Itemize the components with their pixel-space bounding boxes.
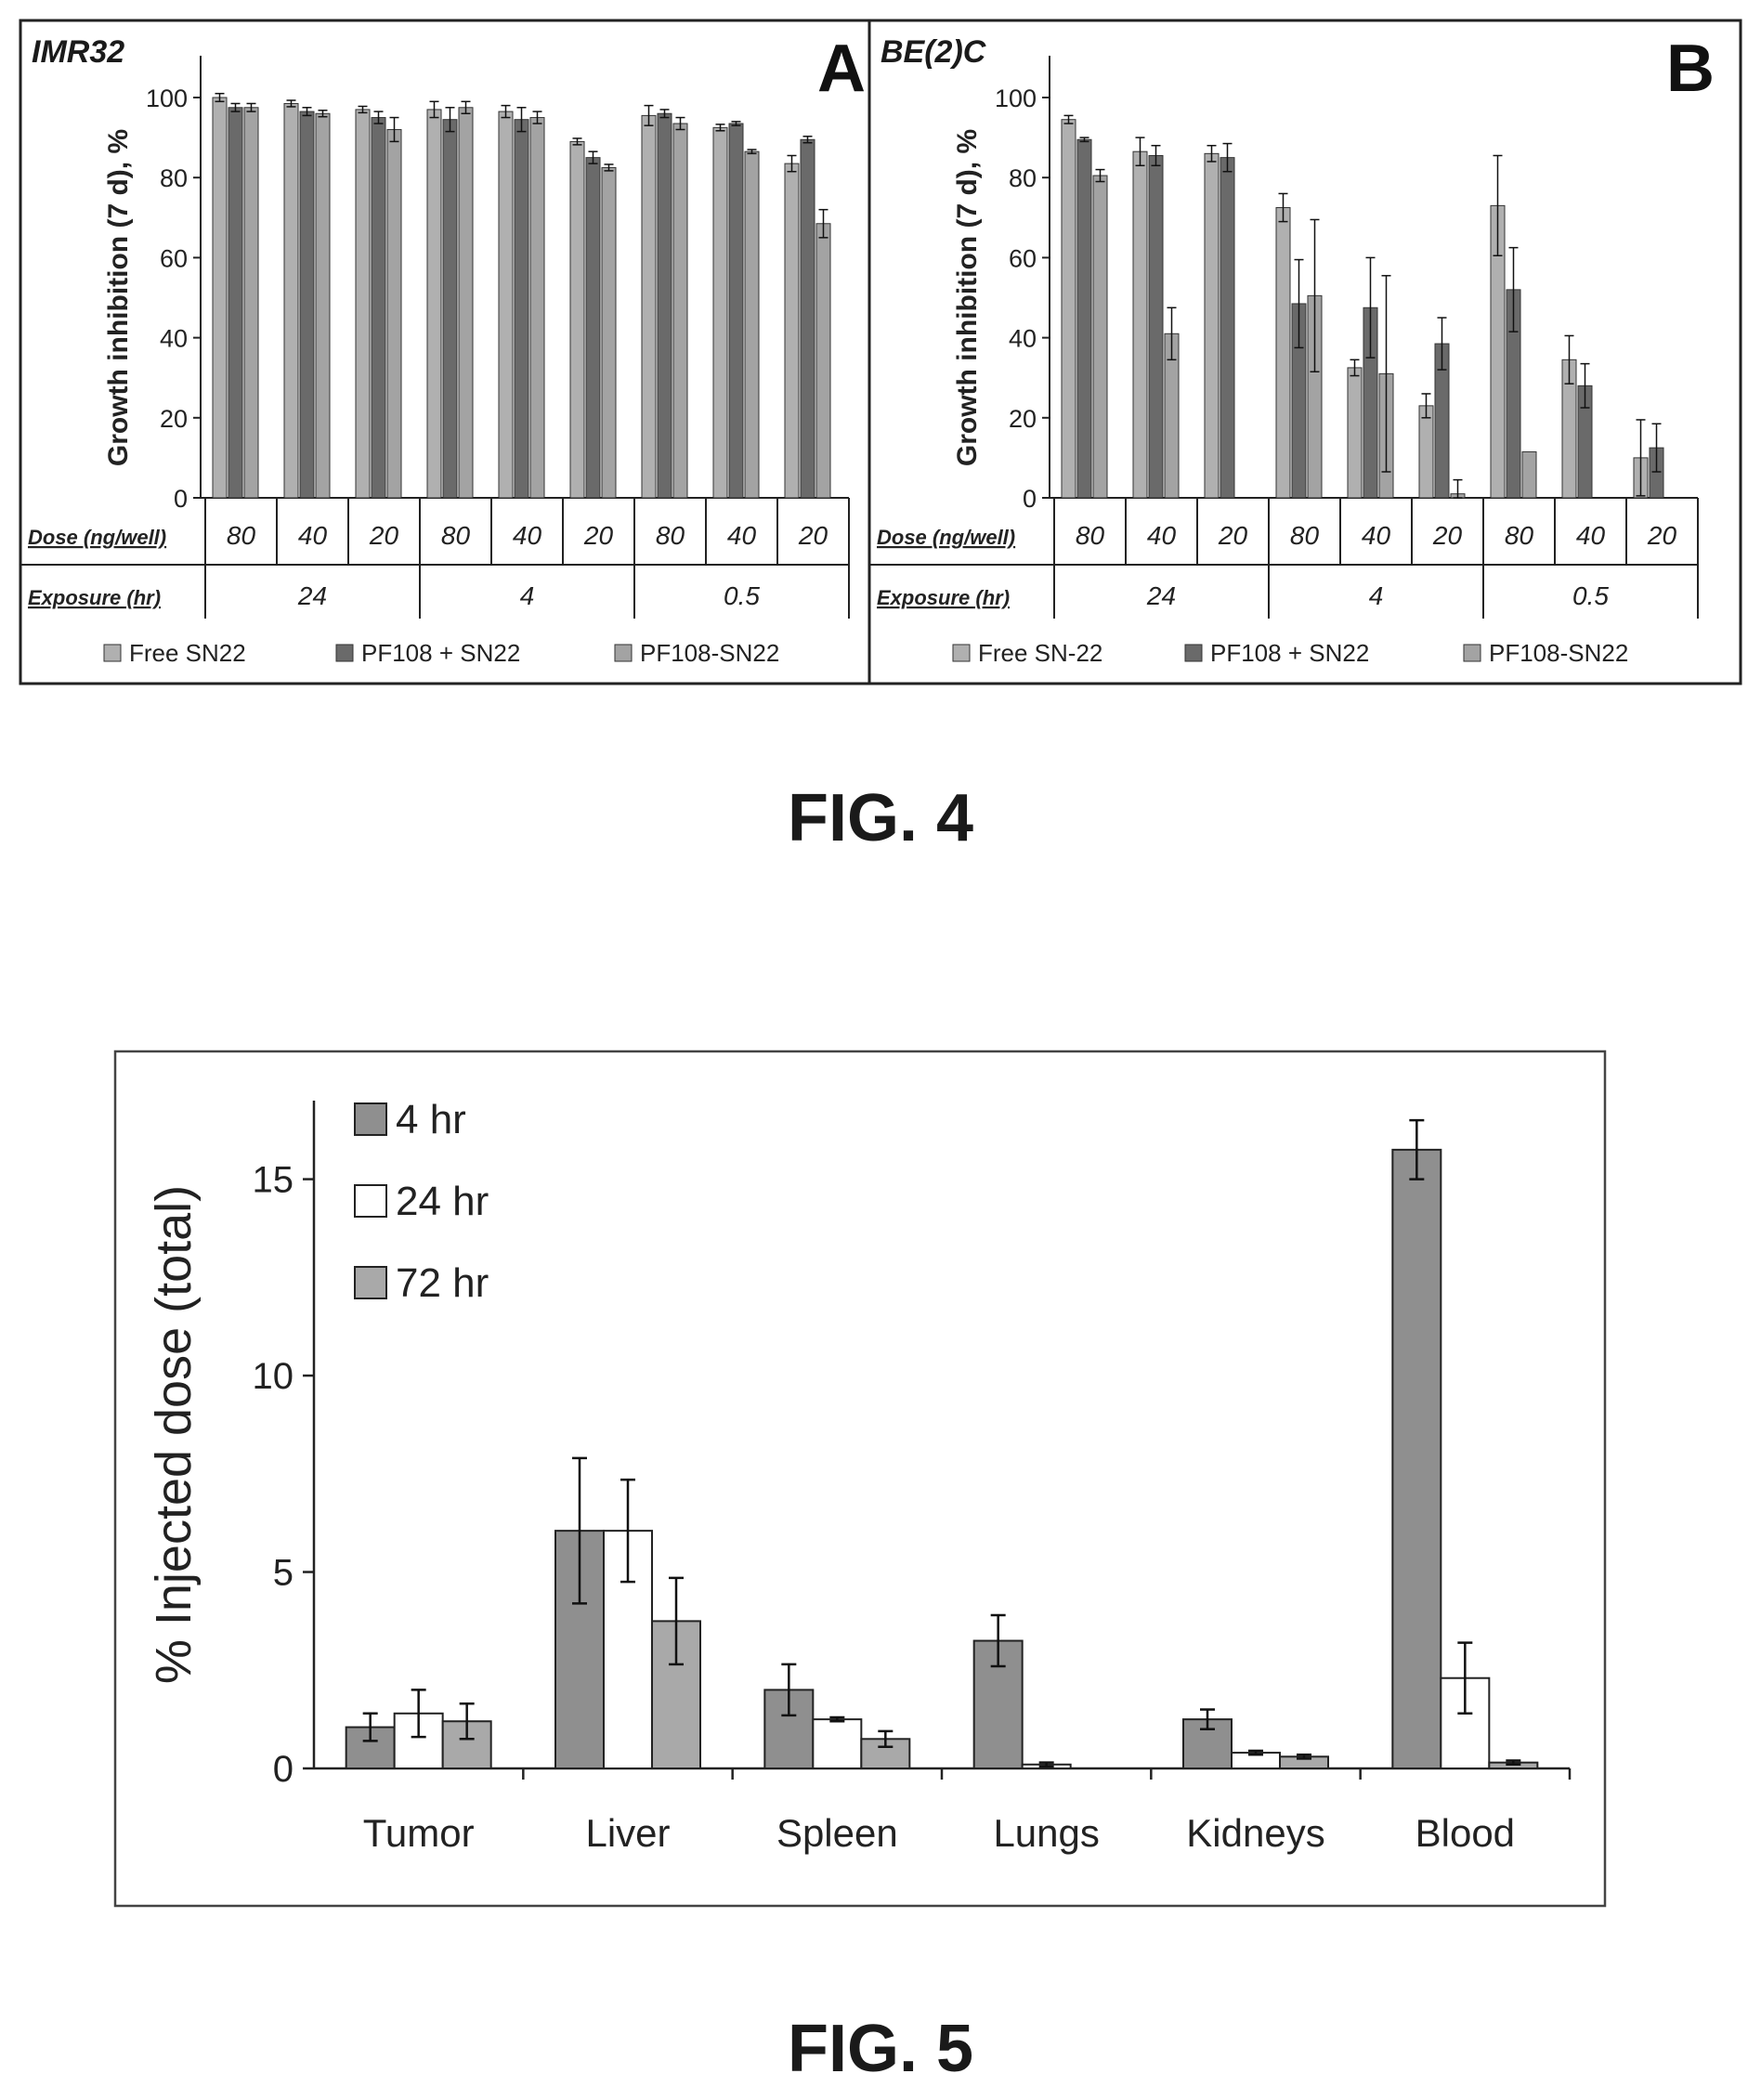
exposure-label: 4: [1369, 581, 1384, 610]
legend-swatch: [335, 644, 354, 662]
y-tick-label: 80: [1009, 164, 1037, 192]
y-tick-label: 80: [160, 164, 188, 192]
x-tick-label: Spleen: [776, 1811, 898, 1855]
figure-5-caption: FIG. 5: [787, 2012, 974, 2086]
legend-entry: Free SN-22: [978, 639, 1102, 667]
dose-label: 20: [1647, 521, 1677, 550]
y-axis-label: % Injected dose (total): [146, 1185, 202, 1684]
figure-4-caption: FIG. 4: [787, 781, 974, 855]
legend-swatch: [1463, 644, 1481, 662]
x-tick-label: Lungs: [993, 1811, 1099, 1855]
y-tick-label: 15: [253, 1160, 294, 1201]
y-tick-label: 40: [160, 325, 188, 353]
legend-swatch: [952, 644, 971, 662]
panel-letter: A: [817, 32, 866, 106]
dose-row-label: Dose (ng/well): [28, 526, 166, 549]
exposure-label: 0.5: [724, 581, 760, 610]
fig4-outer-border: [19, 19, 1742, 685]
y-tick-label: 20: [160, 405, 188, 433]
panel-title: IMR32: [32, 34, 124, 70]
dose-label: 20: [798, 521, 828, 550]
legend-entry: Free SN22: [129, 639, 246, 667]
bar: [812, 1718, 863, 1769]
exposure-row-label: Exposure (hr): [28, 586, 161, 609]
legend-swatch: [614, 644, 633, 662]
legend-entry: PF108 + SN22: [1210, 639, 1369, 667]
legend-swatch: [354, 1266, 387, 1299]
dose-label: 20: [369, 521, 399, 550]
dose-label: 40: [1362, 521, 1391, 550]
legend-swatch: [354, 1184, 387, 1218]
legend-entry: PF108-SN22: [1489, 639, 1628, 667]
dose-label: 40: [513, 521, 542, 550]
dose-label: 40: [1576, 521, 1606, 550]
legend-entry: 72 hr: [396, 1260, 489, 1306]
legend-swatch: [1184, 644, 1203, 662]
dose-label: 80: [1290, 521, 1320, 550]
exposure-row-label: Exposure (hr): [877, 586, 1010, 609]
x-tick-label: Tumor: [363, 1811, 475, 1855]
dose-label: 80: [441, 521, 471, 550]
x-tick-label: Blood: [1415, 1811, 1515, 1855]
dose-label: 20: [1218, 521, 1248, 550]
panel-title: BE(2)C: [880, 34, 986, 70]
exposure-label: 0.5: [1572, 581, 1609, 610]
exposure-label: 24: [297, 581, 327, 610]
dose-label: 20: [1432, 521, 1463, 550]
y-tick-label: 0: [1023, 485, 1037, 513]
dose-label: 80: [1505, 521, 1534, 550]
y-tick-label: 40: [1009, 325, 1037, 353]
y-axis-label: Growth inhibition (7 d), %: [103, 129, 134, 466]
legend-entry: PF108-SN22: [640, 639, 779, 667]
legend-swatch: [103, 644, 122, 662]
exposure-label: 4: [520, 581, 535, 610]
y-tick-label: 10: [253, 1356, 294, 1397]
dose-row-label: Dose (ng/well): [877, 526, 1015, 549]
dose-label: 20: [583, 521, 614, 550]
bar: [1521, 450, 1537, 499]
legend-swatch: [354, 1102, 387, 1136]
bar: [1391, 1148, 1442, 1769]
y-tick-label: 60: [1009, 244, 1037, 272]
y-tick-label: 20: [1009, 405, 1037, 433]
exposure-label: 24: [1146, 581, 1176, 610]
legend-entry: PF108 + SN22: [361, 639, 520, 667]
dose-label: 40: [298, 521, 328, 550]
dose-label: 40: [727, 521, 757, 550]
x-tick-label: Kidneys: [1186, 1811, 1324, 1855]
bar: [441, 1720, 492, 1770]
fig5-border: [113, 1050, 1607, 1908]
x-tick-label: Liver: [585, 1811, 670, 1855]
y-tick-label: 100: [995, 85, 1037, 112]
dose-label: 40: [1147, 521, 1177, 550]
dose-label: 80: [227, 521, 256, 550]
dose-label: 80: [1076, 521, 1105, 550]
dose-label: 80: [656, 521, 685, 550]
panel-letter: B: [1666, 32, 1715, 106]
legend-entry: 24 hr: [396, 1179, 489, 1224]
y-tick-label: 0: [174, 485, 188, 513]
y-axis-label: Growth inhibition (7 d), %: [952, 129, 983, 466]
y-tick-label: 60: [160, 244, 188, 272]
y-tick-label: 5: [273, 1553, 294, 1594]
panel-b: BE(2)C B Growth inhibition (7 d), % 0 20 40 60…: [869, 32, 1715, 667]
y-tick-label: 0: [273, 1749, 294, 1790]
panel-a: IMR32 A Growth inhibition (7 d), % 0 20 40 60 8…: [20, 32, 866, 667]
y-tick-label: 100: [146, 85, 188, 112]
legend-entry: 4 hr: [396, 1097, 466, 1142]
